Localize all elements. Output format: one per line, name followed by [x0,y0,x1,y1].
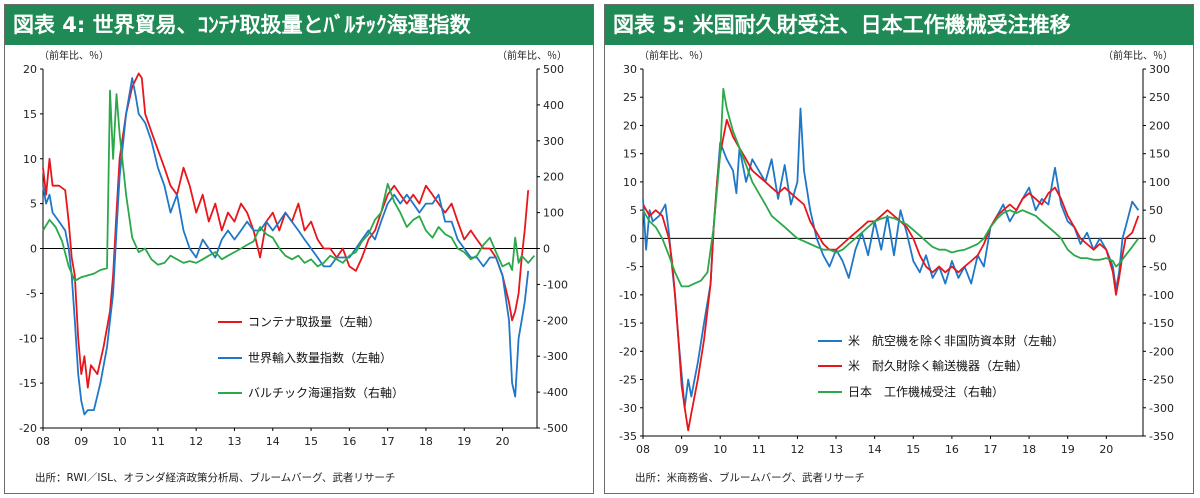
series-line-2 [42,89,535,282]
x-axis-tick-label: 15 [906,443,920,456]
x-axis-tick-label: 20 [496,435,510,448]
right-axis-tick-label: -300 [1149,402,1174,415]
left-axis-tick-label: -10 [19,332,37,345]
left-axis-tick-label: 25 [623,91,637,104]
right-axis-tick-label: 300 [543,135,564,148]
right-axis-tick-label: -400 [543,386,568,399]
left-axis-tick-label: -20 [19,422,37,435]
right-axis-unit: （前年比、％） [1103,49,1173,62]
chart-plot: （前年比、％） （前年比、％） -20 -15 -10 -5 0 5 10 15 20 -500 -40… [19,49,568,484]
x-axis-tick-label: 10 [113,435,127,448]
right-axis-tick-label: -150 [1149,317,1174,330]
chart-plot: （前年比、％） （前年比、％）-35-30-25-20-15-10-5051015… [619,49,1174,484]
x-axis-tick-label: 11 [151,435,165,448]
left-axis-tick-label: 0 [630,232,637,245]
source-note: 出所：RWI／ISL、オランダ経済政策分析局、ブルームバーグ、武者リサーチ [35,471,395,484]
x-axis-tick-label: 13 [829,443,843,456]
legend-label: 米 耐久財除く輸送機器（左軸） [848,358,1028,373]
right-axis-tick-label: 0 [543,243,550,256]
x-axis-tick-label: 10 [713,443,727,456]
series-line-0 [642,107,1140,409]
right-axis-tick-label: -200 [543,314,568,327]
right-axis-tick-label: 300 [1149,63,1170,76]
x-axis-tick-label: 20 [1099,443,1113,456]
x-axis-tick-label: 12 [790,443,804,456]
left-axis-tick-label: -20 [619,345,637,358]
x-axis-tick-label: 18 [419,435,433,448]
left-axis-tick-label: 15 [23,108,37,121]
right-axis-tick-label: 0 [1149,232,1156,245]
left-axis-tick-label: -15 [19,377,37,390]
x-axis-tick-label: 13 [227,435,241,448]
chart-title: 図表 5: 米国耐久財受注、日本工作機械受注推移 [605,5,1193,45]
x-axis-tick-label: 16 [342,435,356,448]
chart-title: 図表 4: 世界貿易、ｺﾝﾃﾅ取扱量とﾊﾞﾙﾁｯｸ海運指数 [5,5,593,45]
legend-label: 日本 工作機械受注（右軸） [848,384,1004,399]
x-axis-tick-label: 08 [36,435,50,448]
right-axis-tick-label: 500 [543,63,564,76]
right-axis-tick-label: 250 [1149,91,1170,104]
left-axis-tick-label: 5 [30,198,37,211]
x-axis-tick-label: 14 [868,443,882,456]
series-line-2 [642,87,1140,288]
right-axis-tick-label: -200 [1149,345,1174,358]
source-note: 出所：米商務省、ブルームバーグ、武者リサーチ [635,471,865,484]
x-axis-tick-label: 17 [983,443,997,456]
x-axis-tick-label: 14 [266,435,280,448]
x-axis-tick-label: 18 [1022,443,1036,456]
left-axis-tick-label: 0 [30,243,37,256]
legend-label: バルチック海運指数（右軸） [248,385,404,400]
x-axis-tick-label: 09 [74,435,88,448]
left-axis-tick-label: 10 [23,153,37,166]
x-axis-tick-label: 19 [457,435,471,448]
chart-panel-world-trade: 図表 4: 世界貿易、ｺﾝﾃﾅ取扱量とﾊﾞﾙﾁｯｸ海運指数 （前年比、％） （前年… [4,4,594,494]
right-axis-tick-label: 100 [1149,176,1170,189]
legend-label: 世界輸入数量指数（左軸） [248,350,392,365]
right-axis-tick-label: 100 [543,207,564,220]
legend-label: コンテナ取扱量（左軸） [248,314,380,329]
legend-label: 米 航空機を除く非国防資本財（左軸） [848,333,1064,348]
left-axis-tick-label: -15 [619,317,637,330]
x-axis-tick-label: 15 [304,435,318,448]
right-axis-tick-label: 50 [1149,204,1163,217]
left-axis-tick-label: -5 [626,261,637,274]
left-axis-tick-label: -5 [26,287,37,300]
left-axis-tick-label: -10 [619,289,637,302]
left-axis-tick-label: 5 [630,204,637,217]
x-axis-tick-label: 09 [675,443,689,456]
right-axis-tick-label: -250 [1149,374,1174,387]
left-axis-tick-label: -35 [619,430,637,443]
left-axis-unit: （前年比、％） [39,49,109,62]
left-axis-tick-label: -25 [619,374,637,387]
right-axis-tick-label: -100 [543,278,568,291]
right-axis-tick-label: -100 [1149,289,1174,302]
right-axis-tick-label: 400 [543,99,564,112]
left-axis-tick-label: -30 [619,402,637,415]
x-axis-tick-label: 16 [945,443,959,456]
left-axis-tick-label: 10 [623,176,637,189]
x-axis-tick-label: 17 [381,435,395,448]
series-line-1 [42,77,530,416]
right-axis-tick-label: -350 [1149,430,1174,443]
right-axis-tick-label: 200 [543,171,564,184]
left-axis-tick-label: 30 [623,63,637,76]
series-line-0 [42,72,530,389]
right-axis-tick-label: -50 [1149,261,1167,274]
right-axis-tick-label: 150 [1149,148,1170,161]
x-axis-tick-label: 11 [752,443,766,456]
x-axis-tick-label: 08 [636,443,650,456]
right-axis-tick-label: -300 [543,350,568,363]
left-axis-tick-label: 20 [623,119,637,132]
right-axis-tick-label: -500 [543,422,568,435]
left-axis-tick-label: 15 [623,148,637,161]
left-axis-unit: （前年比、％） [639,49,709,62]
left-axis-tick-label: 20 [23,63,37,76]
right-axis-unit: （前年比、％） [497,49,567,62]
x-axis-tick-label: 12 [189,435,203,448]
right-axis-tick-label: 200 [1149,119,1170,132]
chart-panel-durable-goods: 図表 5: 米国耐久財受注、日本工作機械受注推移 （前年比、％） （前年比、％） -… [604,4,1194,494]
x-axis-tick-label: 19 [1061,443,1075,456]
series-line-1 [642,118,1140,432]
